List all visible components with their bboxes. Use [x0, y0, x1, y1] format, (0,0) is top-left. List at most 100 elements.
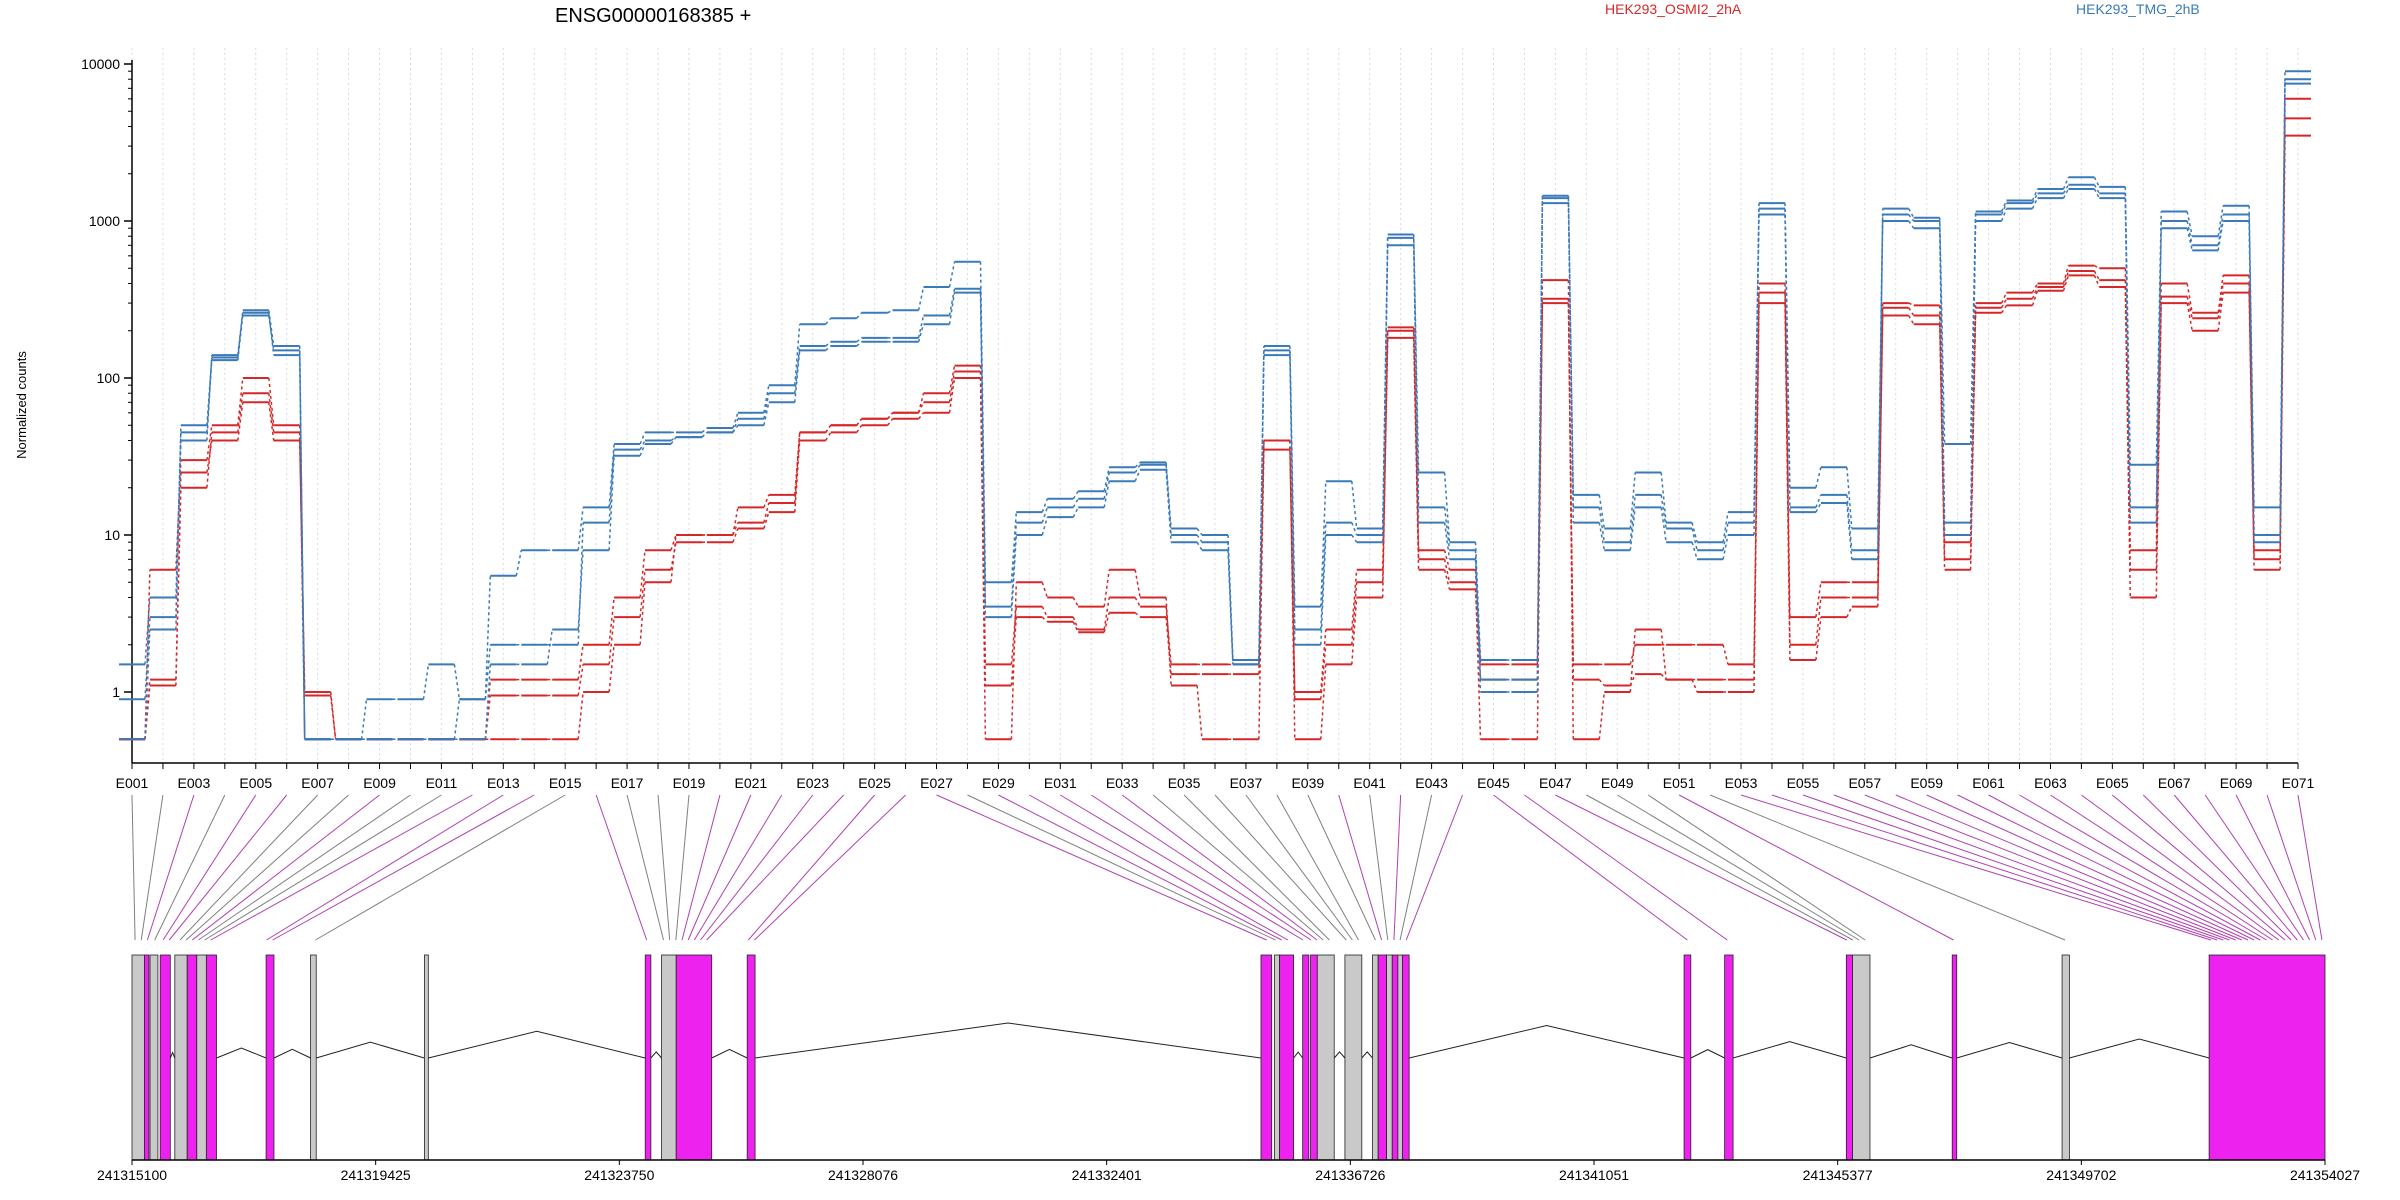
x-tick-label: E051	[1663, 775, 1696, 791]
x-tick-label: E041	[1353, 775, 1386, 791]
intron-line	[1361, 1051, 1373, 1059]
exon-block	[265, 954, 275, 1161]
connector-line	[140, 794, 164, 941]
connector-line	[204, 794, 442, 941]
series-connector	[144, 79, 2286, 741]
x-tick-label: E017	[611, 775, 644, 791]
intron-line	[755, 1022, 1262, 1059]
coord-tick-label: 241328076	[828, 1167, 898, 1183]
connector-line	[1647, 794, 1866, 941]
connector-line	[198, 794, 411, 941]
connector-line	[675, 794, 690, 941]
connector-line	[1802, 794, 2224, 941]
connector-line	[2266, 794, 2317, 941]
exon-block	[1316, 954, 1335, 1161]
gene-model	[131, 954, 2326, 1161]
connector-line	[998, 794, 1282, 941]
exon-block	[661, 954, 677, 1161]
intron-line	[1869, 1044, 1953, 1059]
exon-block	[423, 954, 429, 1161]
connector-line	[1393, 794, 1402, 941]
exon-block	[2208, 954, 2326, 1161]
x-tick-label: E037	[1230, 775, 1263, 791]
legend-label-osmi2: HEK293_OSMI2_2hA	[1605, 1, 1742, 17]
x-tick-label: E025	[858, 775, 891, 791]
x-tick-label: E031	[1044, 775, 1077, 791]
connector-line	[1121, 794, 1318, 941]
connector-line	[1678, 794, 1954, 941]
x-tick-label: E007	[301, 775, 334, 791]
x-tick-label: E005	[239, 775, 272, 791]
connector-line	[1524, 794, 1728, 941]
x-tick-label: E019	[673, 775, 706, 791]
coord-tick-label: 241315100	[97, 1167, 167, 1183]
connector-line	[179, 794, 319, 941]
x-tick-label: E071	[2282, 775, 2315, 791]
x-tick-label: E029	[982, 775, 1015, 791]
coord-tick-label: 241349702	[2046, 1167, 2116, 1183]
connector-line	[1740, 794, 2212, 941]
exon-block	[1344, 954, 1363, 1161]
exon-block	[196, 954, 207, 1161]
connector-line	[747, 794, 876, 941]
intron-line	[1956, 1041, 2063, 1059]
coord-tick-label: 241345377	[1803, 1167, 1873, 1183]
connector-line	[2173, 794, 2298, 941]
exon-block	[675, 954, 713, 1161]
exon-block	[644, 954, 652, 1161]
connector-line	[1405, 794, 1464, 941]
coord-tick-label: 241336726	[1315, 1167, 1385, 1183]
exon-block	[2061, 954, 2070, 1161]
connector-line	[1152, 794, 1324, 941]
x-tick-label: E013	[487, 775, 520, 791]
intron-line	[1690, 1049, 1725, 1059]
exon-block	[1302, 954, 1310, 1161]
connector-line	[1276, 794, 1360, 941]
intron-line	[428, 1030, 646, 1059]
connector-line	[131, 794, 136, 941]
connector-line	[1399, 794, 1433, 941]
exon-block	[1279, 954, 1295, 1161]
connector-line	[266, 794, 504, 941]
coord-tick-label: 241323750	[584, 1167, 654, 1183]
y-tick-label: 1	[112, 684, 120, 700]
connector-line	[2204, 794, 2304, 941]
connector-line	[2019, 794, 2267, 941]
x-tick-label: E003	[178, 775, 211, 791]
x-tick-label: E039	[1291, 775, 1324, 791]
chart-title: ENSG00000168385 +	[555, 5, 751, 27]
series-connector	[144, 71, 2286, 741]
connector-line	[2112, 794, 2286, 941]
connector-line	[2235, 794, 2311, 941]
connector-line	[1926, 794, 2249, 941]
exon-block	[149, 954, 159, 1161]
connector-line	[191, 794, 380, 941]
connector-line	[1555, 794, 1847, 941]
connector-line	[2081, 794, 2280, 941]
exon-block	[1377, 954, 1388, 1161]
exon-block	[1852, 954, 1871, 1161]
connector-line	[626, 794, 665, 941]
connector-line	[693, 794, 783, 941]
connector-line	[272, 794, 535, 941]
connector-line	[154, 794, 226, 941]
exon-block	[1310, 954, 1318, 1161]
x-tick-label: E033	[1106, 775, 1139, 791]
exon-block	[159, 954, 171, 1161]
connector-line	[1988, 794, 2261, 941]
connector-line	[185, 794, 349, 941]
connector-line	[936, 794, 1267, 941]
exon-block	[1274, 954, 1280, 1161]
connector-line	[315, 794, 566, 941]
connector-line	[1369, 794, 1389, 941]
coord-tick-label: 241332401	[1072, 1167, 1142, 1183]
x-tick-label: E009	[363, 775, 396, 791]
intron-line	[1409, 1024, 1685, 1059]
intron-line	[1333, 1051, 1346, 1059]
connector-line	[595, 794, 648, 941]
connector-line	[1338, 794, 1383, 941]
coord-tick-label: 241319425	[341, 1167, 411, 1183]
connector-line	[1090, 794, 1312, 941]
series-connector	[144, 83, 2286, 741]
intron-line	[273, 1048, 311, 1059]
